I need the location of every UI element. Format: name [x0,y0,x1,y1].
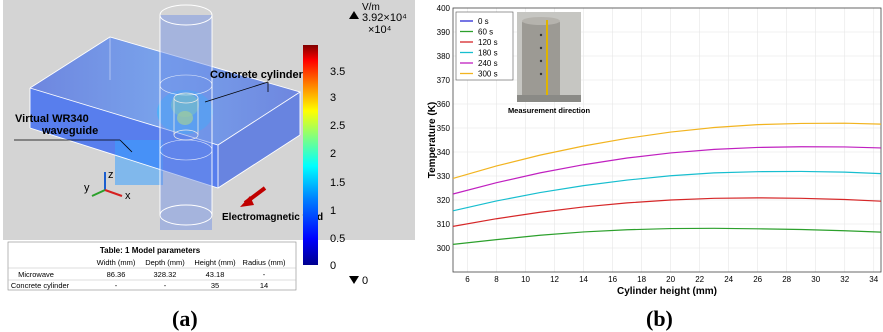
y-tick-label: 300 [437,244,451,253]
chart-ticks: 6 8 10 12 14 16 18 20 22 24 26 28 30 32 34 300 310 320 330… [437,4,879,284]
colorbar-gradient [303,45,318,265]
x-tick-label: 18 [637,275,646,284]
y-tick-label: 380 [437,52,451,61]
x-tick-label: 24 [724,275,733,284]
x-tick-label: 8 [494,275,499,284]
panel-b: 6 8 10 12 14 16 18 20 22 24 26 28 30 32 34 300 310 320 330… [425,0,883,310]
temperature-chart: 6 8 10 12 14 16 18 20 22 24 26 28 30 32 34 300 310 320 330… [427,4,882,297]
table-row-label: Microwave [18,270,54,279]
x-tick-label: 12 [550,275,559,284]
colorbar-tick-label: 0 [330,260,336,272]
table-cell: 14 [260,281,268,290]
legend-label: 300 s [478,70,498,79]
table-cell: 328.32 [154,270,177,279]
plot-frame [452,7,882,273]
colorbar: V/m 3.92×10⁴ ×10⁴ 3.5 3 2.5 2 1.5 1 0.5 … [303,2,407,287]
x-tick-label: 32 [840,275,849,284]
table-row-label: Concrete cylinder [11,281,70,290]
colorbar-multiplier: ×10⁴ [368,24,392,36]
y-tick-label: 360 [437,100,451,109]
table-title: Table: 1 Model parameters [100,246,201,255]
axis-y-label: y [84,182,90,194]
annotation-waveguide: Virtual WR340 waveguide [14,113,133,153]
model-parameters-table: Table: 1 Model parameters Width (mm) Dep… [7,241,297,291]
axis-z-label: z [108,169,114,181]
series-line [452,146,882,195]
simulation-figure: Concrete cylinder Virtual WR340 waveguid… [3,0,415,291]
x-tick-label: 16 [608,275,617,284]
table-header-cell: Height (mm) [194,258,236,267]
x-axis-label: Cylinder height (mm) [617,286,717,297]
axis-x-label: x [125,190,131,202]
colorbar-tick-label: 1 [330,205,336,217]
axes-triad-icon: z y x [84,169,131,202]
x-tick-label: 6 [465,275,470,284]
x-tick-label: 22 [695,275,704,284]
colorbar-tick-label: 0.5 [330,233,345,245]
table-cell: - [263,270,266,279]
legend-label: 60 s [478,28,493,37]
y-tick-label: 350 [437,124,451,133]
colorbar-min-label: 0 [362,275,368,287]
colorbar-tick-label: 3 [330,92,336,104]
label-concrete-cylinder: Concrete cylinder [210,69,304,81]
virtual-cylinder-outline [159,4,213,230]
legend-box [455,11,514,81]
y-tick-label: 330 [437,172,451,181]
annotation-field: Electromagnetic field [222,186,323,223]
caption-a: (a) [172,306,198,331]
table-cell: 86.36 [107,270,126,279]
x-tick-label: 34 [869,275,878,284]
table-cell: - [115,281,118,290]
colorbar-max-label: 3.92×10⁴ [362,12,407,24]
table-header-cell: Depth (mm) [145,258,185,267]
series-line [452,197,882,227]
y-tick-label: 390 [437,28,451,37]
table-header-cell: Width (mm) [97,258,136,267]
x-tick-label: 26 [753,275,762,284]
x-tick-label: 10 [521,275,530,284]
photo-caption: Measurement direction [508,106,591,115]
x-tick-label: 28 [782,275,791,284]
label-electromagnetic-field: Electromagnetic field [222,212,323,223]
x-tick-label: 14 [579,275,588,284]
caption-b: (b) [646,306,673,331]
y-axis-label: Temperature (K) [427,102,438,179]
colorbar-tick-label: 1.5 [330,177,345,189]
table-cell: - [164,281,167,290]
label-waveguide-line1: Virtual WR340 [15,113,89,125]
y-tick-label: 400 [437,4,451,13]
panel-a: Concrete cylinder Virtual WR340 waveguid… [0,0,420,310]
table-cell: 43.18 [206,270,225,279]
x-tick-label: 30 [811,275,820,284]
annotation-cylinder: Concrete cylinder [204,69,304,103]
colorbar-tick-label: 3.5 [330,66,345,78]
y-tick-label: 310 [437,220,451,229]
legend-label: 0 s [478,17,489,26]
chart-series [452,122,882,245]
legend-label: 120 s [478,38,498,47]
label-waveguide-line2: waveguide [41,125,98,137]
colorbar-max-triangle-icon [349,11,359,19]
table-header-cell: Radius (mm) [243,258,286,267]
series-line [452,170,882,212]
colorbar-unit: V/m [362,2,380,13]
colorbar-tick-label: 2.5 [330,120,345,132]
series-line [452,227,882,245]
table-cell: 35 [211,281,219,290]
colorbar-min-triangle-icon [349,276,359,284]
colorbar-tick-label: 2 [330,148,336,160]
y-tick-label: 340 [437,148,451,157]
y-tick-label: 370 [437,76,451,85]
measurement-photo: Measurement direction [508,12,591,115]
series-line [452,122,882,179]
legend-label: 180 s [478,49,498,58]
y-tick-label: 320 [437,196,451,205]
legend-label: 240 s [478,59,498,68]
x-tick-label: 20 [666,275,675,284]
